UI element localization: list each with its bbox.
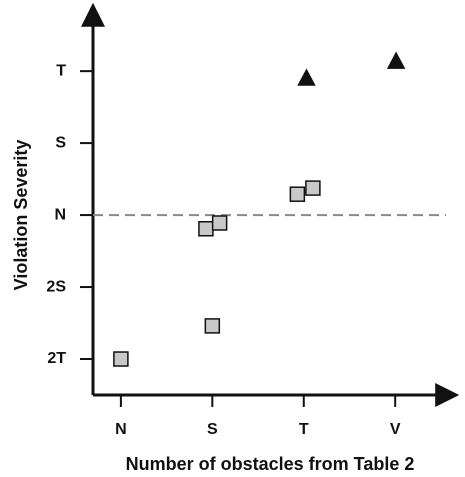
- square-point: [113, 351, 129, 367]
- y-axis-label: Violation Severity: [11, 140, 31, 291]
- x-tick-label: T: [299, 421, 309, 438]
- square-point: [211, 215, 228, 231]
- square-point: [289, 186, 306, 202]
- y-tick-label: S: [55, 134, 66, 151]
- square-point: [305, 180, 321, 196]
- x-tick-label: V: [390, 421, 401, 438]
- y-tick-label: N: [54, 206, 66, 223]
- x-tick-label: S: [207, 421, 218, 438]
- y-tick-label: T: [56, 62, 66, 79]
- square-point: [198, 221, 214, 237]
- x-axis-label: Number of obstacles from Table 2: [126, 454, 415, 474]
- triangle-point: [297, 68, 316, 86]
- y-tick-label: 2T: [47, 350, 66, 367]
- y-tick-label: 2S: [46, 278, 66, 295]
- x-tick-label: N: [115, 421, 127, 438]
- square-point: [204, 318, 221, 334]
- triangle-point: [386, 51, 406, 69]
